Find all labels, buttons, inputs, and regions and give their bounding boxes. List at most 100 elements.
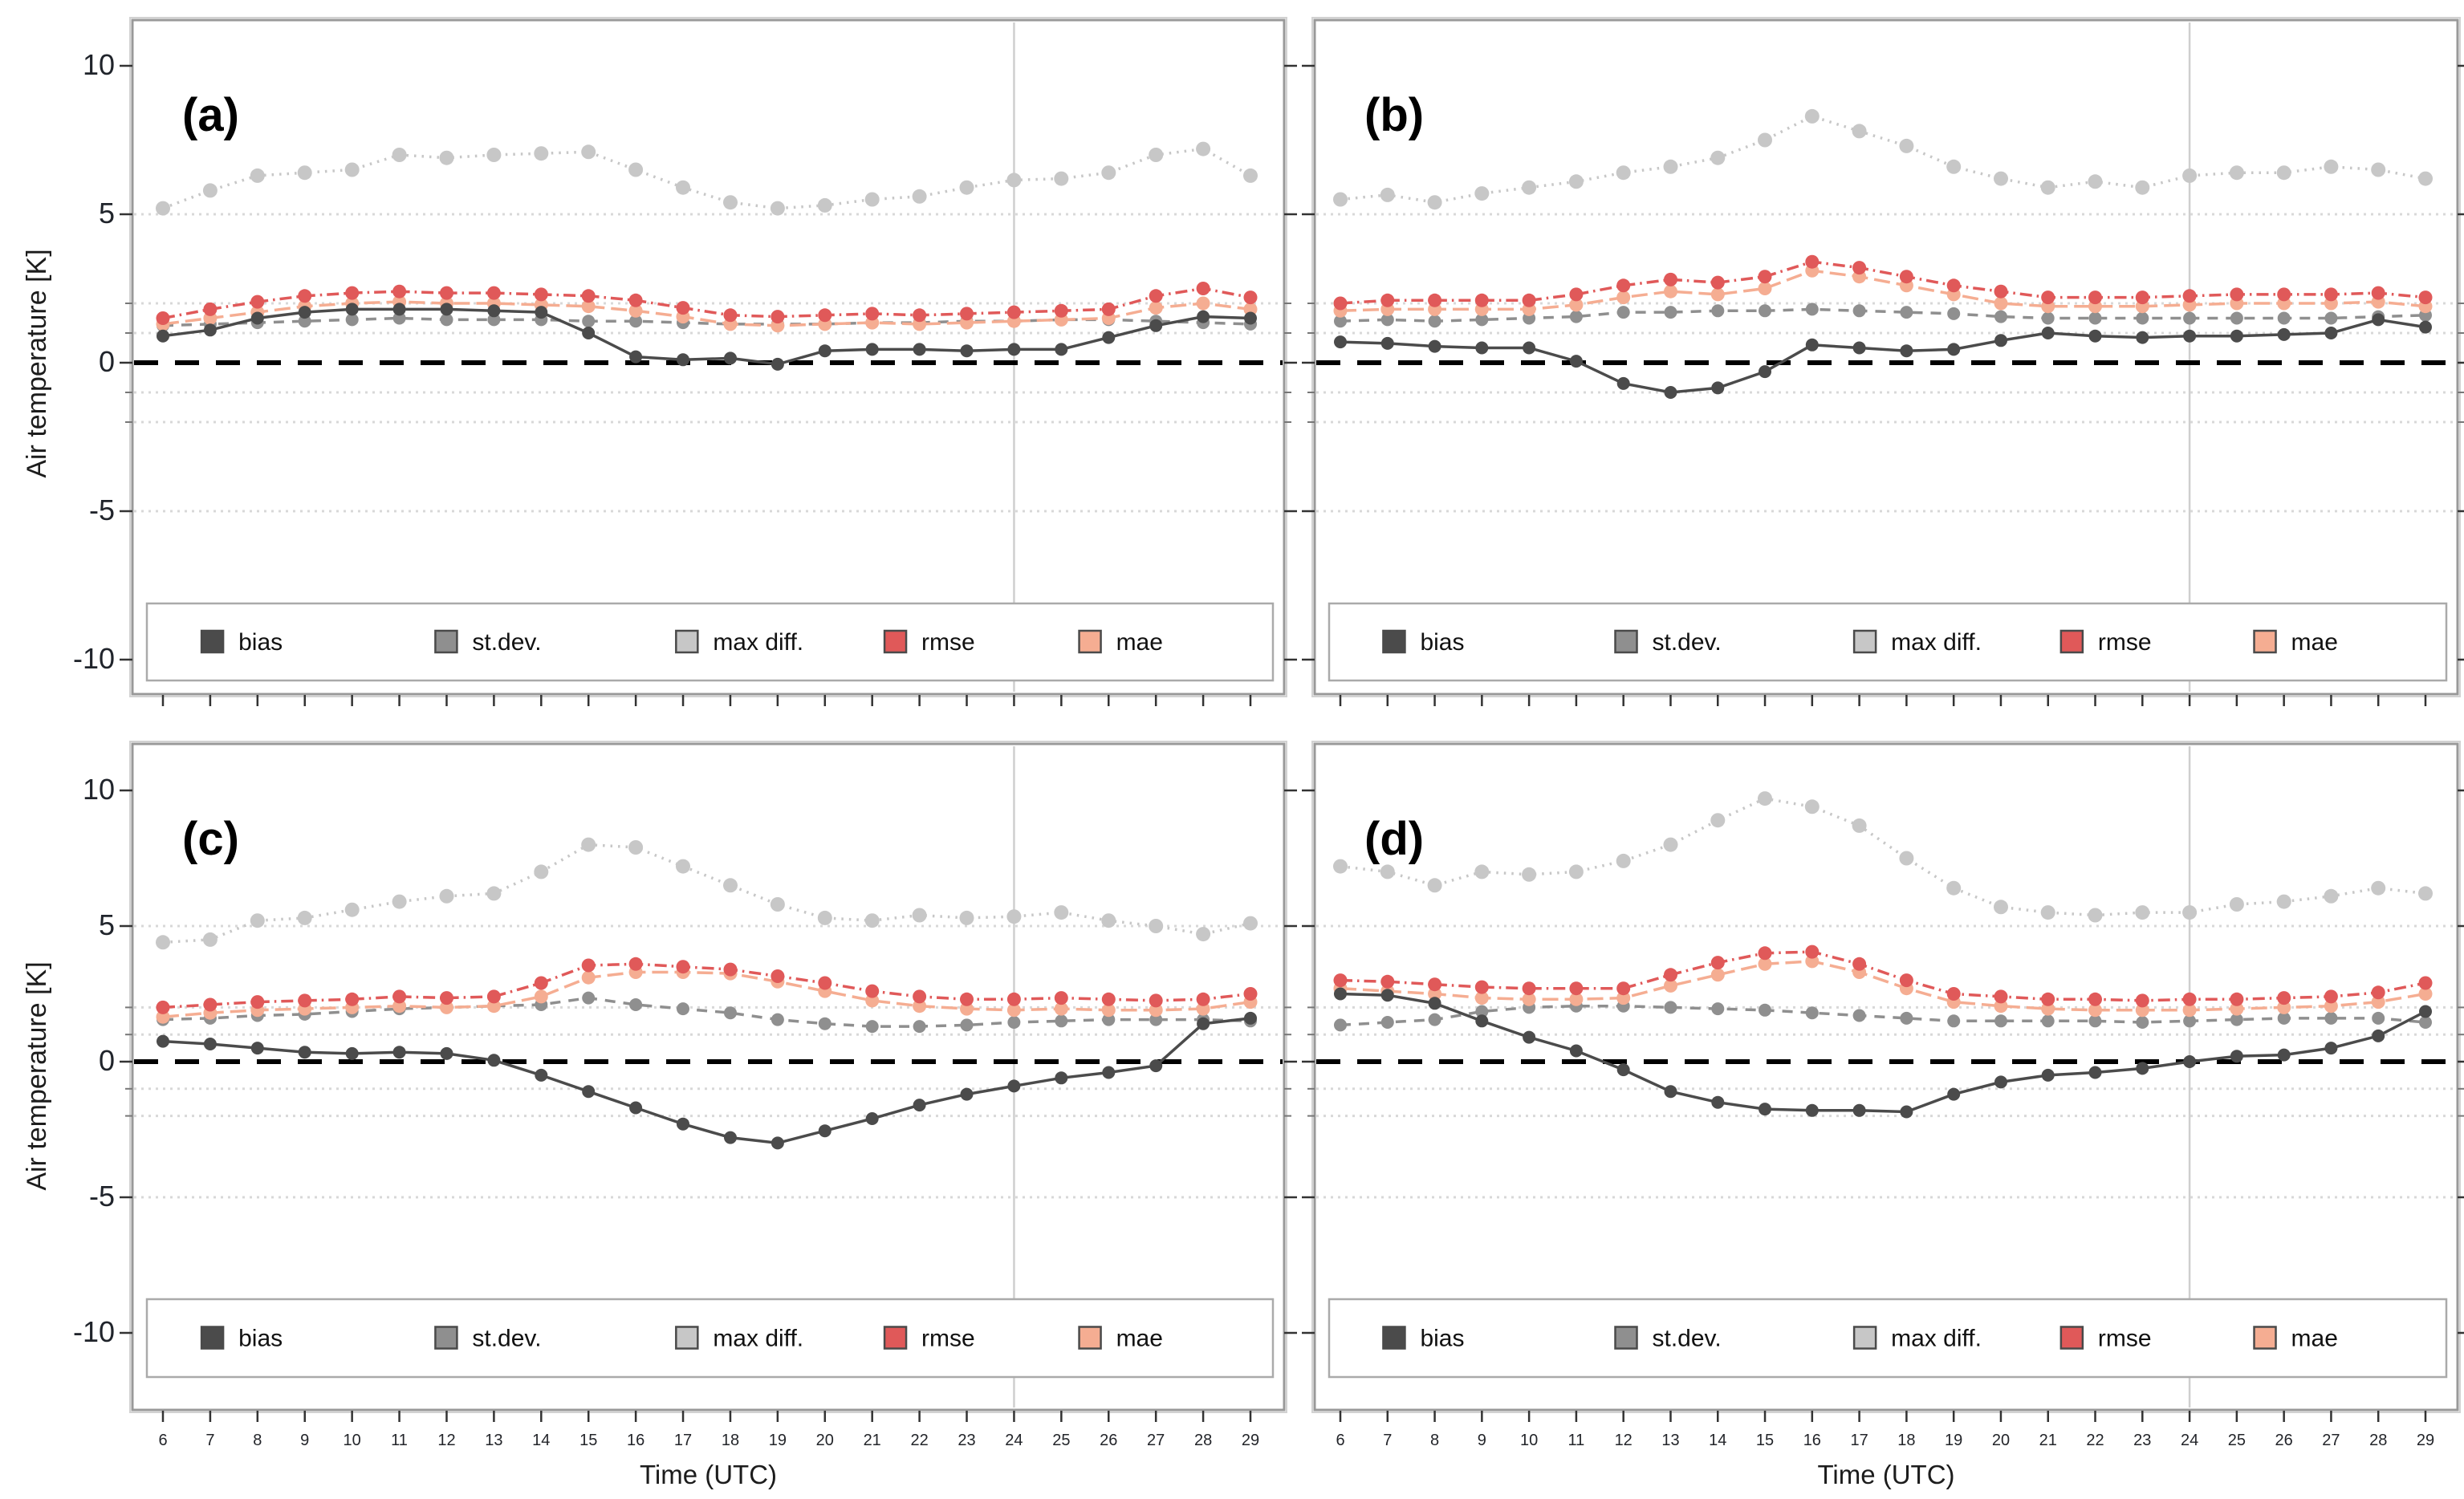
series-point-rmse-x8 [1428, 293, 1442, 307]
series-point-maxdiff-x18 [723, 195, 738, 210]
series-point-maxdiff-x9 [1474, 864, 1490, 879]
legend-label: max diff. [713, 629, 803, 656]
series-point-maxdiff-x8 [1427, 195, 1442, 210]
series-point-rmse-x27 [1149, 289, 1163, 303]
x-tick-label: 23 [958, 1432, 975, 1449]
series-point-rmse-x10 [1522, 293, 1536, 307]
series-point-mae-x28 [1196, 296, 1210, 311]
series-point-bias-x15 [1759, 1103, 1771, 1116]
series-point-bias-x19 [771, 357, 784, 371]
series-point-rmse-x18 [1899, 973, 1913, 988]
series-point-rmse-x19 [1946, 987, 1961, 1001]
legend-box [145, 1298, 1275, 1379]
series-point-maxdiff-x13 [486, 148, 502, 162]
series-point-maxdiff-x9 [297, 165, 312, 181]
series-point-maxdiff-x29 [2418, 171, 2433, 186]
x-tick-label: 15 [579, 1432, 597, 1449]
series-point-stdev-x27 [2324, 311, 2338, 325]
series-point-maxdiff-x29 [1243, 916, 1258, 931]
series-point-stdev-x22 [2088, 311, 2102, 325]
panel-label-b: (b) [1364, 89, 1424, 141]
series-line-stdev [1340, 1004, 2426, 1027]
series-point-mae-x15 [581, 970, 596, 985]
series-point-maxdiff-x22 [912, 189, 927, 204]
series-point-bias-x14 [1711, 1095, 1725, 1109]
series-point-bias-x26 [2277, 1048, 2291, 1062]
x-tick-label: 12 [437, 1432, 455, 1449]
series-point-bias-x13 [1664, 1085, 1677, 1099]
series-point-bias-x15 [1759, 365, 1771, 379]
series-point-mae-x16 [1805, 954, 1820, 969]
series-point-maxdiff-x21 [864, 192, 880, 207]
series-point-rmse-x26 [1101, 302, 1116, 316]
series-point-rmse-x22 [2088, 992, 2102, 1006]
series-point-maxdiff-x6 [156, 935, 170, 950]
series-point-rmse-x9 [1474, 293, 1489, 307]
legend-swatch-bias [1382, 1326, 1406, 1350]
series-point-bias-x28 [1197, 1017, 1210, 1030]
series-point-mae-x14 [1710, 968, 1725, 982]
legend-label: bias [1420, 1326, 1464, 1352]
series-point-stdev-x26 [1102, 1013, 1116, 1026]
series-point-bias-x23 [2136, 1062, 2149, 1075]
series-point-stdev-x18 [724, 1006, 737, 1020]
series-point-rmse-x28 [1196, 282, 1210, 295]
series-point-mae-x22 [913, 999, 927, 1014]
series-point-rmse-x27 [2324, 287, 2338, 302]
series-point-mae-x10 [1522, 992, 1536, 1006]
series-point-mae-x6 [156, 1009, 170, 1024]
series-point-mae-x15 [581, 299, 596, 314]
x-tick-label: 10 [344, 1432, 361, 1449]
series-point-bias-x20 [818, 344, 831, 358]
series-point-mae-x28 [2371, 995, 2385, 1009]
series-point-rmse-x10 [345, 286, 360, 300]
series-point-rmse-x20 [818, 308, 832, 323]
series-point-maxdiff-x19 [1946, 159, 1962, 174]
series-point-rmse-x18 [1899, 270, 1913, 284]
series-point-maxdiff-x18 [1899, 138, 1914, 153]
x-tick-label: 22 [2086, 1432, 2104, 1449]
series-point-bias-x29 [1244, 311, 1257, 325]
series-point-rmse-x19 [771, 969, 785, 983]
series-point-stdev-x11 [392, 311, 406, 325]
series-line-bias [162, 307, 1251, 366]
series-point-stdev-x28 [2372, 1011, 2385, 1025]
series-point-rmse-x21 [865, 984, 880, 998]
series-point-maxdiff-x16 [1804, 108, 1820, 124]
series-point-bias-x25 [1055, 343, 1068, 356]
series-point-stdev-x13 [1664, 306, 1677, 319]
series-point-maxdiff-x7 [202, 932, 218, 947]
legend-swatch-stdev [1614, 1326, 1638, 1350]
series-point-mae-x25 [2230, 1001, 2244, 1016]
series-point-maxdiff-x19 [770, 201, 785, 216]
legend-label: max diff. [1891, 629, 1982, 656]
series-point-mae-x23 [960, 1001, 974, 1016]
series-point-stdev-x9 [1475, 313, 1489, 327]
series-point-stdev-x21 [2041, 1014, 2055, 1028]
legend-a: bias st.dev. max diff. rmse mae [145, 602, 1275, 682]
series-point-rmse-x17 [676, 960, 690, 974]
series-point-rmse-x11 [1569, 981, 1584, 996]
series-point-rmse-x28 [2371, 286, 2385, 300]
series-point-rmse-x7 [1380, 974, 1395, 989]
series-point-rmse-x19 [771, 310, 785, 324]
panel-border [131, 18, 1286, 696]
series-point-maxdiff-x24 [1006, 173, 1022, 188]
series-point-rmse-x6 [156, 1000, 170, 1014]
series-point-mae-x8 [1428, 987, 1442, 1001]
x-tick-label: 20 [1992, 1432, 2010, 1449]
series-point-mae-x20 [1994, 296, 2008, 311]
panel-border [1313, 742, 2459, 1412]
series-point-maxdiff-x12 [439, 888, 454, 904]
x-tick-label: 12 [1615, 1432, 1633, 1449]
legend-d: bias st.dev. max diff. rmse mae [1328, 1298, 2448, 1379]
series-point-bias-x17 [677, 1117, 689, 1131]
series-line-rmse [162, 962, 1251, 1009]
series-point-maxdiff-x13 [1663, 159, 1678, 174]
series-point-bias-x9 [1475, 1014, 1489, 1028]
legend-label: max diff. [713, 1326, 803, 1352]
series-point-bias-x17 [677, 353, 689, 367]
series-point-maxdiff-x26 [1101, 913, 1116, 928]
legend-label: mae [2291, 1326, 2338, 1352]
series-point-mae-x24 [2182, 1003, 2197, 1018]
